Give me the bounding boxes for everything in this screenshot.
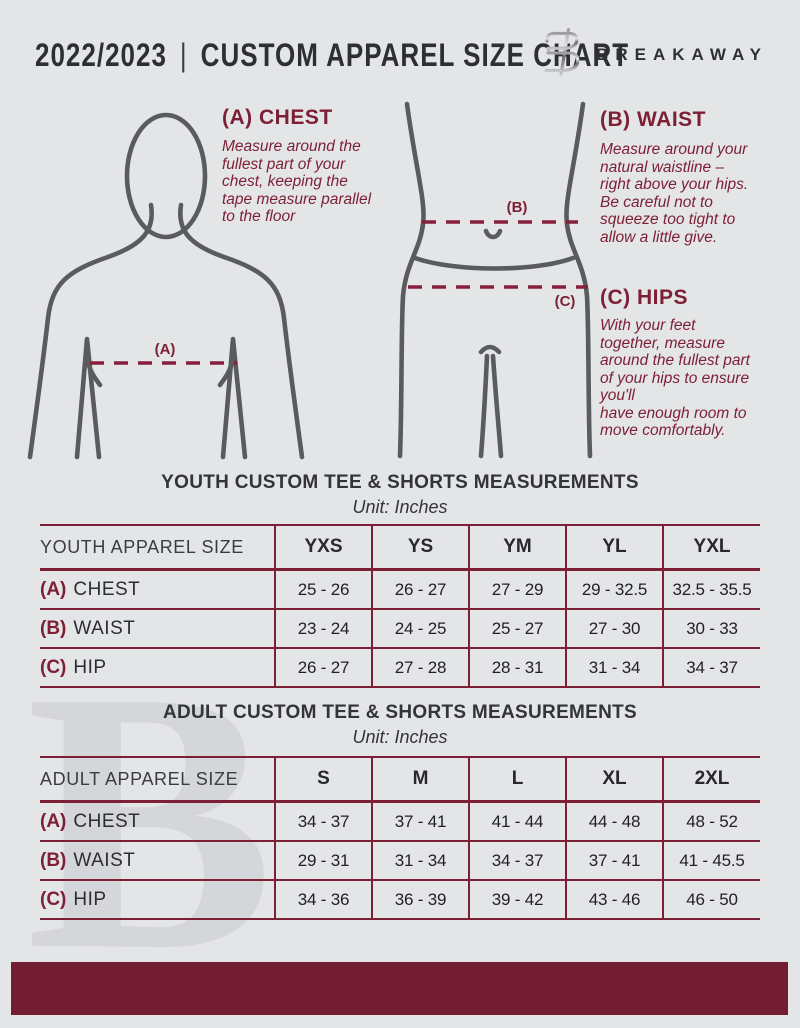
brand-name: BREAKAWAY <box>596 44 768 64</box>
size-header-yxl: YXL <box>662 525 760 570</box>
cell-value: 37 - 41 <box>371 801 469 841</box>
size-header-yl: YL <box>565 525 663 570</box>
waist-instructions: Measure around your natural waistline – … <box>600 141 749 246</box>
chest-heading: (A) CHEST <box>222 106 333 129</box>
cell-value: 34 - 37 <box>662 648 760 687</box>
brand-lockup: BREAKAWAY <box>538 26 768 83</box>
adult-size-column-header: ADULT APPAREL SIZE <box>40 768 239 789</box>
cell-value: 37 - 41 <box>565 841 663 880</box>
youth-section-title: YOUTH CUSTOM TEE & SHORTS MEASUREMENTS <box>161 472 639 493</box>
adult-unit-label: Unit: Inches <box>352 727 448 747</box>
hips-instructions: With your feet together, measure around … <box>600 317 750 439</box>
cell-value: 39 - 42 <box>468 880 566 919</box>
row-label: (B) WAIST <box>40 617 136 639</box>
cell-value: 29 - 31 <box>274 841 372 880</box>
row-label: (C) HIP <box>40 888 107 910</box>
page-title: 2022/2023 | CUSTOM APPAREL SIZE CHART <box>35 36 629 75</box>
hips-heading: (C) HIPS <box>600 286 688 309</box>
cell-value: 31 - 34 <box>565 648 663 687</box>
table-row-youth-waist: (B) WAIST 23 - 24 24 - 25 25 - 27 27 - 30… <box>40 609 760 648</box>
size-header-l: L <box>468 757 566 802</box>
cell-value: 25 - 27 <box>468 609 566 648</box>
chart-title: CUSTOM APPAREL SIZE CHART <box>200 36 630 74</box>
cell-value: 27 - 29 <box>468 569 566 609</box>
cell-value: 41 - 44 <box>468 801 566 841</box>
brand-watermark-b: B <box>26 616 275 1027</box>
youth-size-column-header: YOUTH APPAREL SIZE <box>40 536 244 557</box>
cell-value: 34 - 37 <box>468 841 566 880</box>
cell-value: 23 - 24 <box>274 609 372 648</box>
adult-section-title: ADULT CUSTOM TEE & SHORTS MEASUREMENTS <box>162 702 638 723</box>
cell-value: 43 - 46 <box>565 880 663 919</box>
table-row-adult-chest: (A) CHEST 34 - 37 37 - 41 41 - 44 44 - 48… <box>40 801 760 841</box>
cell-value: 26 - 27 <box>371 569 469 609</box>
lower-body-figure <box>397 101 593 459</box>
youth-size-table: YOUTH APPAREL SIZE YXS YS YM YL YXL (A) C… <box>40 524 760 688</box>
table-row-adult-waist: (B) WAIST 29 - 31 31 - 34 34 - 37 37 - 41… <box>40 841 760 880</box>
footer-accent-bar <box>11 962 788 1015</box>
cell-value: 24 - 25 <box>371 609 469 648</box>
table-row-adult-hip: (C) HIP 34 - 36 36 - 39 39 - 42 43 - 46 4… <box>40 880 760 919</box>
cell-value: 25 - 26 <box>274 569 372 609</box>
row-label: (A) CHEST <box>40 578 141 600</box>
cell-value: 46 - 50 <box>662 880 760 919</box>
youth-header-row: YOUTH APPAREL SIZE YXS YS YM YL YXL <box>40 525 760 570</box>
cell-value: 44 - 48 <box>565 801 663 841</box>
size-header-yxs: YXS <box>274 525 372 570</box>
cell-value: 32.5 - 35.5 <box>662 569 760 609</box>
marker-c-label: (C) <box>554 293 576 310</box>
chest-instructions: Measure around the fullest part of your … <box>222 138 372 225</box>
cell-value: 34 - 37 <box>274 801 372 841</box>
row-label: (A) CHEST <box>40 810 141 832</box>
row-label: (C) HIP <box>40 656 107 678</box>
adult-size-table: ADULT APPAREL SIZE S M L XL 2XL (A) CHEST… <box>40 756 760 920</box>
marker-a-label: (A) <box>154 341 176 358</box>
youth-unit-label: Unit: Inches <box>352 497 448 517</box>
cell-value: 31 - 34 <box>371 841 469 880</box>
season-year: 2022/2023 <box>35 36 167 74</box>
size-header-s: S <box>274 757 372 802</box>
marker-b-label: (B) <box>506 199 528 216</box>
table-row-youth-chest: (A) CHEST 25 - 26 26 - 27 27 - 29 29 - 32… <box>40 569 760 609</box>
cell-value: 48 - 52 <box>662 801 760 841</box>
size-header-ym: YM <box>468 525 566 570</box>
cell-value: 29 - 32.5 <box>565 569 663 609</box>
cell-value: 26 - 27 <box>274 648 372 687</box>
cell-value: 36 - 39 <box>371 880 469 919</box>
size-header-2xl: 2XL <box>662 757 760 802</box>
size-header-ys: YS <box>371 525 469 570</box>
adult-header-row: ADULT APPAREL SIZE S M L XL 2XL <box>40 757 760 802</box>
cell-value: 41 - 45.5 <box>662 841 760 880</box>
size-header-xl: XL <box>565 757 663 802</box>
torso-figure <box>27 112 305 460</box>
cell-value: 27 - 28 <box>371 648 469 687</box>
table-row-youth-hip: (C) HIP 26 - 27 27 - 28 28 - 31 31 - 34 3… <box>40 648 760 687</box>
size-header-m: M <box>371 757 469 802</box>
cell-value: 30 - 33 <box>662 609 760 648</box>
title-divider: | <box>179 36 188 74</box>
cell-value: 27 - 30 <box>565 609 663 648</box>
row-label: (B) WAIST <box>40 849 136 871</box>
breakaway-logo-icon <box>538 26 584 83</box>
cell-value: 28 - 31 <box>468 648 566 687</box>
waist-heading: (B) WAIST <box>600 108 706 131</box>
cell-value: 34 - 36 <box>274 880 372 919</box>
